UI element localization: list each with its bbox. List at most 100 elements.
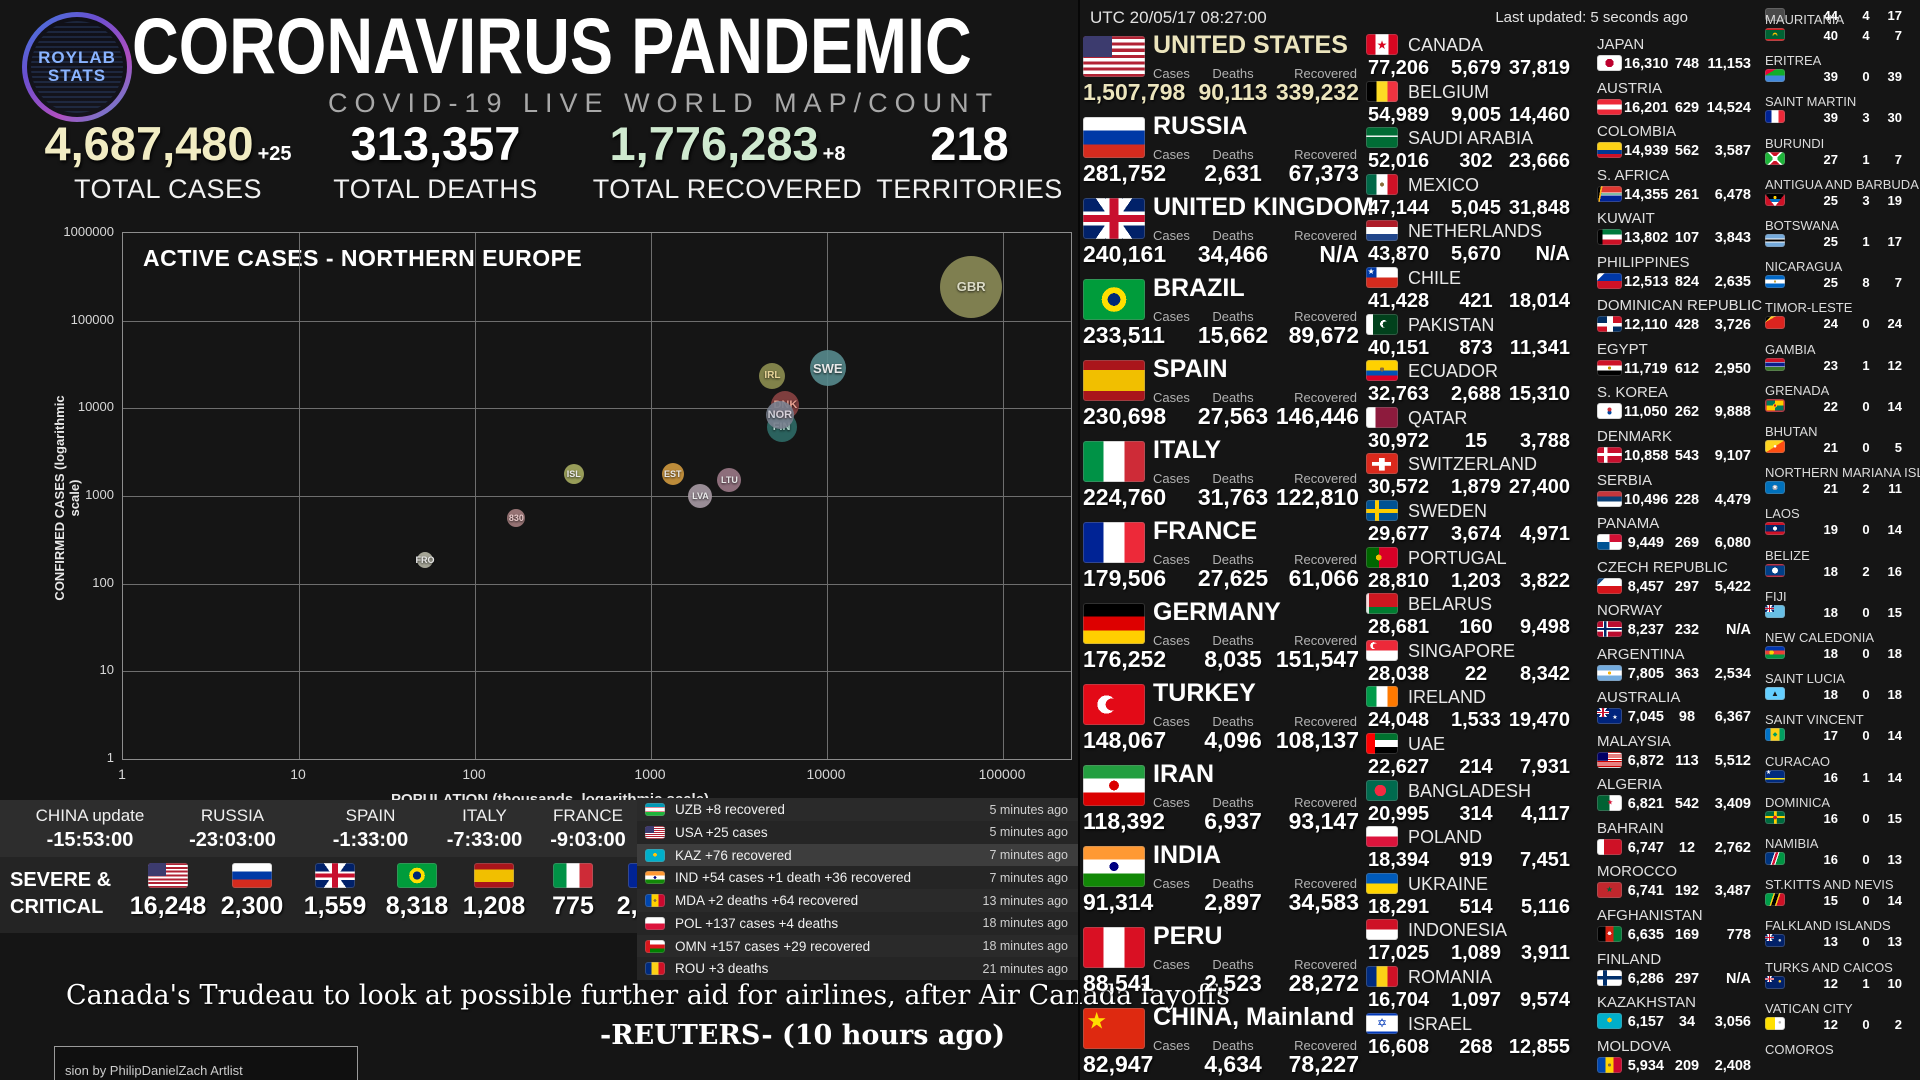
- deaths-value: 27,625: [1197, 565, 1269, 591]
- severe-item-ru: 2,300: [210, 863, 294, 921]
- deaths-value: 1,203: [1450, 569, 1502, 592]
- severe-item-us: 16,248: [126, 863, 210, 921]
- page-subtitle: COVID-19 LIVE WORLD MAP/COUNT: [328, 88, 1000, 118]
- country-row-china-mainland: ★ CHINA, Mainland Cases Deaths Recovered 82,9…: [1083, 1001, 1359, 1080]
- deaths-value: 6,937: [1204, 808, 1262, 834]
- flag-emblem: ●: [1777, 979, 1782, 986]
- chart-bubble-FRO: FRO: [416, 551, 435, 568]
- country-name: TURKEY: [1153, 679, 1256, 707]
- flag-canton: [1597, 708, 1609, 717]
- country-name: COLOMBIA: [1597, 123, 1677, 141]
- flag-br: [1083, 279, 1145, 320]
- deaths-value: 562: [1674, 143, 1700, 160]
- country-row-india: INDIA Cases Deaths Recovered 91,314 2,897 34,5…: [1083, 839, 1359, 920]
- cases-value: 7,805: [1627, 665, 1664, 682]
- flag-mf: [1765, 110, 1785, 124]
- flag-fr: [1083, 522, 1145, 563]
- flag-it: [1083, 441, 1145, 482]
- country-name: AUSTRIA: [1597, 79, 1663, 97]
- flag-ir: [1083, 765, 1145, 806]
- recovered-value: 12,855: [1508, 1035, 1570, 1058]
- flag-ma: ★: [1597, 882, 1622, 899]
- recovered-value: 3,911: [1521, 942, 1570, 965]
- flag-jp: [1597, 55, 1622, 71]
- cases-value: 6,872: [1627, 752, 1664, 769]
- flag-canton: [148, 863, 167, 876]
- deaths-value: 269: [1674, 535, 1700, 552]
- recovered-value: 5,512: [1714, 752, 1751, 769]
- country-row-algeria: ALGERIA ★ 6,821 542 3,409: [1597, 776, 1753, 820]
- total-value: 1,776,283: [609, 117, 819, 170]
- update-country: RUSSIA: [200, 806, 265, 825]
- cases-value: 23: [1823, 357, 1838, 373]
- flag-bt: ●: [1765, 440, 1785, 453]
- country-row-poland: POLAND 18,394 919 7,451: [1366, 825, 1571, 872]
- severe-critical-label: SEVERE & CRITICAL: [10, 867, 111, 921]
- cases-value: 14,355: [1624, 186, 1669, 203]
- flag-us: [148, 863, 188, 888]
- country-name: SAUDI ARABIA: [1408, 128, 1534, 149]
- recovered-value: 17: [1887, 234, 1902, 249]
- country-row-philippines: PHILIPPINES 12,513 824 2,635: [1597, 254, 1753, 298]
- update-france: FRANCE -9:03:00: [538, 806, 638, 852]
- cases-value: 12,513: [1624, 273, 1669, 290]
- total-delta: +25: [257, 143, 292, 165]
- recovered-value: 18: [1887, 646, 1902, 661]
- recovered-value: 108,137: [1275, 727, 1359, 753]
- flag-ie: [1366, 686, 1398, 708]
- country-name: POLAND: [1408, 827, 1483, 848]
- recovered-value: 2,635: [1714, 273, 1751, 290]
- ticker-text: OMN +157 cases +29 recovered: [675, 938, 871, 954]
- recovered-value: 11,341: [1509, 336, 1570, 359]
- recovered-value: 9,888: [1714, 404, 1751, 421]
- flag-ca: ★: [1366, 34, 1398, 55]
- country-name: UAE: [1408, 734, 1446, 754]
- recovered-value: 89,672: [1288, 322, 1359, 348]
- deaths-value: 363: [1674, 665, 1700, 682]
- cases-value: 18: [1823, 687, 1838, 703]
- cases-value: 281,752: [1083, 160, 1167, 186]
- cases-value: 11,719: [1624, 360, 1668, 377]
- recovered-value: 4,479: [1714, 491, 1751, 508]
- cases-value: 12: [1823, 1016, 1838, 1032]
- cases-label: Cases: [1153, 552, 1190, 567]
- flag-bd: [1366, 779, 1398, 801]
- deaths-value: 1,097: [1450, 989, 1502, 1011]
- country-name: RUSSIA: [1153, 112, 1248, 140]
- flag-fj: [1765, 604, 1785, 618]
- country-name: SINGAPORE: [1408, 640, 1516, 661]
- flag-il: ✡: [1366, 1012, 1398, 1034]
- deaths-value: 1,533: [1450, 709, 1502, 732]
- country-column-main: UNITED STATES Cases Deaths Recovered 1,507,7…: [1083, 29, 1374, 1080]
- country-row-pakistan: PAKISTAN 40,151 873 11,341: [1366, 313, 1571, 360]
- deaths-value: 2,631: [1204, 160, 1262, 186]
- country-row-romania: ROMANIA 16,704 1,097 9,574: [1366, 965, 1571, 1012]
- flag-rs: [1597, 490, 1622, 507]
- recovered-label: Recovered: [1294, 714, 1357, 729]
- ticker-flag-wrap: [645, 916, 665, 930]
- country-row-ukraine: UKRAINE 18,291 514 5,116: [1366, 872, 1571, 919]
- cases-value: 47,144: [1368, 196, 1430, 219]
- country-name: VATICAN CITY: [1765, 1000, 1853, 1016]
- deaths-value: 5,670: [1450, 243, 1502, 266]
- update-time: -1:33:00: [332, 829, 409, 851]
- flag-lc: ▲: [1765, 687, 1785, 701]
- recovered-value: 339,232: [1275, 79, 1359, 105]
- recovered-value: 2,408: [1714, 1057, 1751, 1074]
- last-updated-text: Last updated: 5 seconds ago: [1495, 9, 1688, 26]
- deaths-label: Deaths: [1212, 228, 1254, 243]
- country-row-united-kingdom: UNITED KINGDOM Cases Deaths Recovered 240,16…: [1083, 191, 1374, 272]
- deaths-value: 261: [1674, 186, 1700, 203]
- recovered-value: 5: [1894, 440, 1902, 455]
- country-name: TURKS AND CAICOS: [1765, 959, 1893, 975]
- music-attribution-text: sion by PhilipDanielZach Artlist: [65, 1063, 243, 1078]
- deaths-label: Deaths: [1212, 309, 1254, 324]
- chart-bubble-830: 830: [507, 509, 526, 528]
- ticker-row: MDA +2 deaths +64 recovered 13 minutes ag…: [637, 889, 1078, 912]
- recovered-value: 4,117: [1521, 802, 1570, 825]
- country-row-bahrain: BAHRAIN 6,747 12 2,762: [1597, 820, 1753, 864]
- flag-canton: [1765, 975, 1775, 983]
- total-label: TERRITORIES: [876, 173, 1063, 204]
- flag-canton: [1765, 934, 1775, 942]
- cases-label: Cases: [1153, 66, 1190, 81]
